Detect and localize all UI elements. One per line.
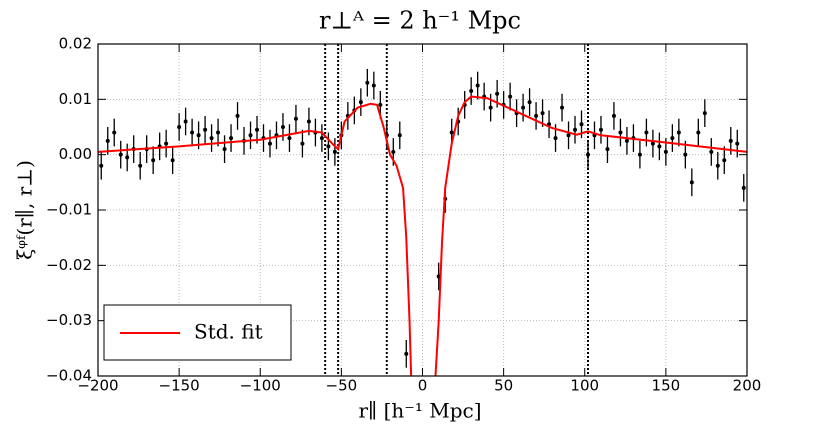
y-tick-label: 0.02	[59, 35, 92, 53]
data-point	[404, 351, 409, 356]
plot-area	[98, 44, 747, 376]
data-point	[190, 130, 195, 135]
data-point	[170, 158, 175, 163]
data-point	[151, 158, 156, 163]
data-point	[702, 111, 707, 116]
y-tick-label: −0.04	[46, 367, 92, 385]
data-point	[560, 105, 565, 110]
x-tick-label: 150	[652, 377, 681, 395]
data-point	[469, 89, 474, 94]
data-point	[573, 127, 578, 132]
data-point	[300, 141, 305, 146]
data-point	[287, 136, 292, 141]
data-point	[105, 138, 110, 143]
x-tick-label: −100	[240, 377, 281, 395]
data-point	[521, 105, 526, 110]
data-point	[203, 127, 208, 132]
data-point	[527, 100, 532, 105]
x-tick-label: 100	[570, 377, 599, 395]
data-point	[125, 155, 130, 160]
data-point	[689, 180, 694, 185]
data-point	[222, 147, 227, 152]
data-point	[676, 130, 681, 135]
data-point	[553, 136, 558, 141]
data-point	[715, 163, 720, 168]
x-tick-label: 50	[494, 377, 513, 395]
x-tick-label: −150	[159, 377, 200, 395]
data-point	[332, 149, 337, 154]
data-point	[164, 141, 169, 146]
data-point	[209, 136, 214, 141]
data-point	[326, 144, 331, 149]
data-point	[391, 149, 396, 154]
data-point	[235, 113, 240, 118]
fit-line	[98, 95, 747, 376]
data-point	[475, 83, 480, 88]
data-point	[566, 133, 571, 138]
data-point	[319, 136, 324, 141]
data-point	[722, 158, 727, 163]
data-point	[293, 116, 298, 121]
data-point	[138, 163, 143, 168]
data-point	[449, 130, 454, 135]
data-point	[579, 122, 584, 127]
data-point	[255, 127, 260, 132]
y-tick-label: −0.02	[46, 256, 92, 274]
data-point	[99, 163, 104, 168]
data-point	[741, 185, 746, 190]
data-point	[605, 147, 610, 152]
x-tick-label: −50	[326, 377, 358, 395]
data-point	[696, 130, 701, 135]
plot-frame	[97, 43, 748, 377]
data-point	[365, 80, 370, 85]
data-point	[598, 127, 603, 132]
data-point	[637, 152, 642, 157]
data-point	[495, 91, 500, 96]
data-point	[371, 83, 376, 88]
data-point	[248, 133, 253, 138]
data-point	[585, 152, 590, 157]
data-point	[534, 113, 539, 118]
x-axis-label: r∥ [h⁻¹ Mpc]	[358, 399, 481, 423]
data-point	[618, 130, 623, 135]
y-axis-label: ξᵠᶠ(r∥, r⊥)	[13, 160, 37, 260]
x-tick-label: −200	[77, 377, 118, 395]
legend-label: Std. fit	[194, 320, 263, 344]
chart-title: r⊥ᴬ = 2 h⁻¹ Mpc	[319, 7, 521, 35]
data-point	[683, 152, 688, 157]
data-point	[196, 133, 201, 138]
y-tick-label: −0.01	[46, 201, 92, 219]
x-tick-label: 0	[418, 377, 428, 395]
data-point	[397, 133, 402, 138]
data-point	[267, 141, 272, 146]
data-point	[378, 102, 383, 107]
data-point	[650, 141, 655, 146]
data-point	[112, 130, 117, 135]
data-point	[663, 149, 668, 154]
data-point	[611, 113, 616, 118]
data-point	[670, 136, 675, 141]
y-tick-label: −0.03	[46, 311, 92, 329]
data-point	[735, 141, 740, 146]
x-tick-label: 200	[733, 377, 762, 395]
data-point	[657, 144, 662, 149]
y-tick-label: 0.00	[59, 145, 92, 163]
data-point	[118, 152, 123, 157]
data-point	[644, 130, 649, 135]
data-point	[280, 125, 285, 129]
data-point	[709, 149, 714, 154]
data-point	[488, 105, 493, 110]
data-point	[229, 136, 234, 141]
data-point	[183, 119, 188, 124]
data-point	[624, 138, 629, 143]
data-point	[540, 111, 545, 116]
data-point	[216, 130, 221, 135]
data-point	[728, 138, 733, 143]
data-point	[177, 125, 182, 129]
data-point	[508, 94, 513, 99]
data-point	[358, 100, 363, 105]
data-point	[306, 119, 311, 124]
y-tick-label: 0.01	[59, 90, 92, 108]
